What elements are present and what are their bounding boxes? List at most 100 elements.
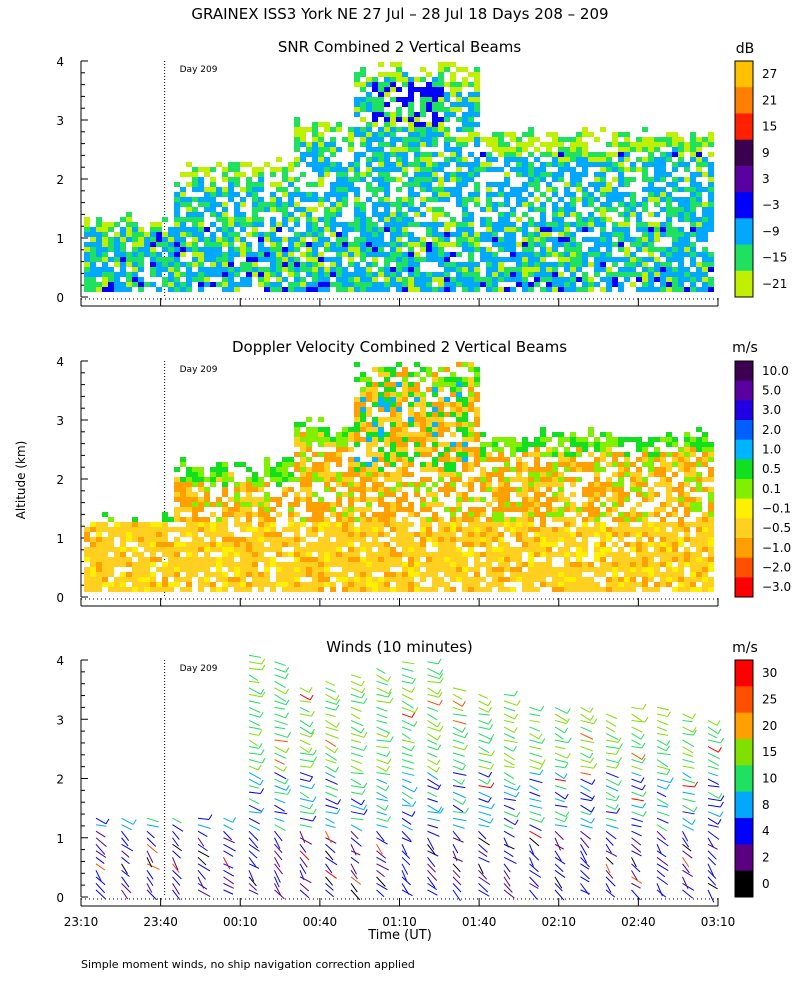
heatmap-cell (396, 232, 402, 237)
heatmap-cell (408, 522, 414, 527)
heatmap-cell (378, 167, 384, 172)
heatmap-cell (96, 562, 102, 567)
heatmap-cell (474, 282, 480, 287)
heatmap-cell (522, 492, 528, 497)
heatmap-cell (126, 272, 132, 277)
heatmap-cell (294, 202, 300, 207)
heatmap-cell (588, 487, 594, 492)
heatmap-cell (654, 162, 660, 167)
heatmap-cell (666, 567, 672, 572)
heatmap-cell (324, 567, 330, 572)
heatmap-cell (462, 67, 468, 72)
heatmap-cell (642, 532, 648, 537)
heatmap-cell (690, 152, 696, 157)
heatmap-cell (288, 512, 294, 517)
heatmap-cell (678, 482, 684, 487)
heatmap-cell (426, 277, 432, 282)
heatmap-cell (420, 497, 426, 502)
heatmap-cell (354, 402, 360, 407)
heatmap-cell (534, 542, 540, 547)
heatmap-cell (552, 552, 558, 557)
heatmap-cell (624, 492, 630, 497)
heatmap-cell (372, 562, 378, 567)
heatmap-cell (468, 432, 474, 437)
heatmap-cell (438, 187, 444, 192)
heatmap-cell (396, 542, 402, 547)
heatmap-cell (384, 162, 390, 167)
heatmap-cell (480, 447, 486, 452)
heatmap-cell (174, 582, 180, 587)
heatmap-cell (420, 482, 426, 487)
heatmap-cell (432, 112, 438, 117)
heatmap-cell (282, 467, 288, 472)
heatmap-cell (522, 142, 528, 147)
heatmap-cell (210, 477, 216, 482)
heatmap-cell (468, 552, 474, 557)
heatmap-cell (600, 182, 606, 187)
heatmap-cell (474, 572, 480, 577)
heatmap-cell (228, 167, 234, 172)
heatmap-cell (360, 557, 366, 562)
heatmap-cell (372, 202, 378, 207)
heatmap-cell (408, 162, 414, 167)
heatmap-cell (192, 552, 198, 557)
heatmap-cell (672, 522, 678, 527)
heatmap-cell (564, 147, 570, 152)
heatmap-cell (366, 397, 372, 402)
heatmap-cell (354, 582, 360, 587)
heatmap-cell (672, 177, 678, 182)
heatmap-cell (462, 162, 468, 167)
heatmap-cell (384, 102, 390, 107)
heatmap-cell (444, 422, 450, 427)
heatmap-cell (510, 447, 516, 452)
heatmap-cell (516, 572, 522, 577)
heatmap-cell (360, 277, 366, 282)
heatmap-cell (330, 262, 336, 267)
heatmap-cell (282, 202, 288, 207)
heatmap-cell (318, 527, 324, 532)
heatmap-cell (336, 497, 342, 502)
heatmap-cell (396, 412, 402, 417)
heatmap-cell (378, 252, 384, 257)
heatmap-cell (462, 217, 468, 222)
heatmap-cell (618, 452, 624, 457)
heatmap-cell (240, 572, 246, 577)
heatmap-cell (354, 577, 360, 582)
heatmap-cell (708, 252, 714, 257)
heatmap-cell (138, 257, 144, 262)
heatmap-cell (384, 127, 390, 132)
heatmap-cell (360, 252, 366, 257)
heatmap-cell (498, 547, 504, 552)
heatmap-cell (564, 552, 570, 557)
heatmap-cell (174, 562, 180, 567)
heatmap-cell (666, 432, 672, 437)
heatmap-cell (324, 207, 330, 212)
heatmap-cell (672, 472, 678, 477)
heatmap-cell (624, 227, 630, 232)
heatmap-cell (552, 172, 558, 177)
heatmap-cell (546, 557, 552, 562)
heatmap-cell (684, 472, 690, 477)
heatmap-cell (552, 272, 558, 277)
heatmap-cell (408, 192, 414, 197)
heatmap-cell (450, 412, 456, 417)
heatmap-cell (438, 582, 444, 587)
heatmap-cell (432, 142, 438, 147)
heatmap-cell (642, 557, 648, 562)
heatmap-cell (498, 242, 504, 247)
heatmap-cell (276, 482, 282, 487)
heatmap-cell (138, 577, 144, 582)
heatmap-cell (498, 492, 504, 497)
heatmap-cell (96, 287, 102, 292)
heatmap-cell (324, 547, 330, 552)
heatmap-cell (300, 192, 306, 197)
heatmap-cell (450, 392, 456, 397)
heatmap-cell (348, 537, 354, 542)
heatmap-cell (540, 152, 546, 157)
heatmap-cell (336, 252, 342, 257)
heatmap-cell (492, 222, 498, 227)
heatmap-cell (636, 242, 642, 247)
heatmap-cell (294, 462, 300, 467)
heatmap-cell (444, 382, 450, 387)
heatmap-cell (174, 192, 180, 197)
